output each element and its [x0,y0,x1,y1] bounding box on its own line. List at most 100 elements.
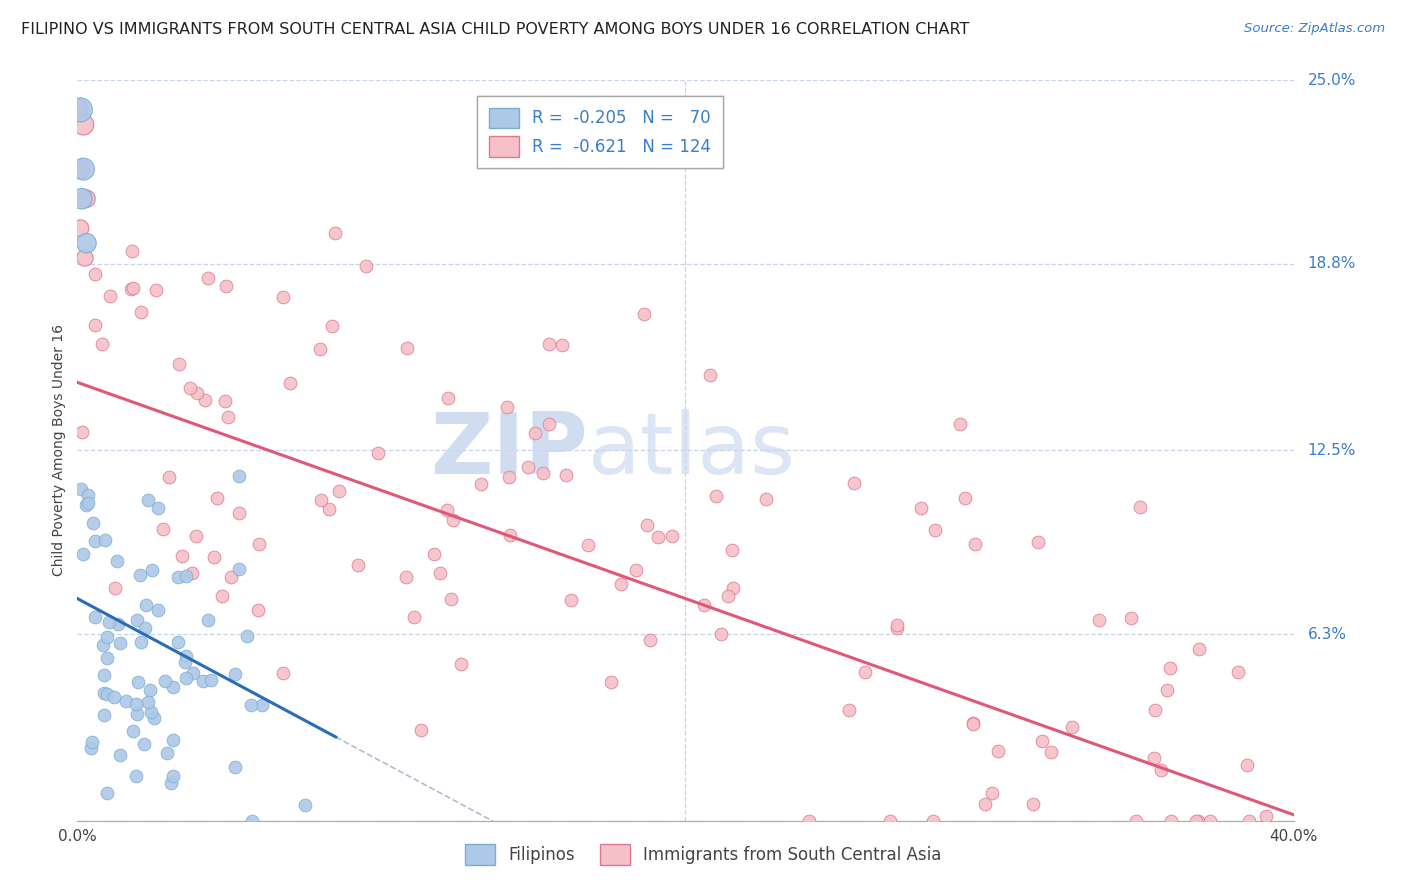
Point [145,283,167,297]
Point [96,651,118,665]
Point [910,501,932,516]
Point [440,592,463,607]
Point [191,674,214,689]
Point [132,737,155,751]
Point [247,537,270,551]
Point [981,786,1004,800]
Point [93,668,115,682]
Point [1119,611,1142,625]
Point [66,103,89,117]
Point [1156,682,1178,697]
Y-axis label: Child Poverty Among Boys Under 16: Child Poverty Among Boys Under 16 [52,325,66,576]
Point [797,814,820,828]
Point [710,627,733,641]
Point [1236,758,1258,772]
Point [842,475,865,490]
Point [80,735,103,749]
Point [73,251,96,265]
Point [1088,613,1111,627]
Point [162,732,184,747]
Legend: R =  -0.205   N =   70, R =  -0.621   N = 124: R = -0.205 N = 70, R = -0.621 N = 124 [478,96,723,169]
Point [294,798,316,813]
Point [136,492,159,507]
Point [278,376,301,390]
Point [498,470,520,484]
Point [114,694,136,708]
Point [167,569,190,583]
Point [84,534,107,549]
Point [174,655,197,669]
Point [531,467,554,481]
Point [853,665,876,679]
Point [122,281,145,295]
Point [146,501,169,516]
Point [146,603,169,617]
Point [236,629,259,643]
Point [228,561,250,575]
Point [107,617,129,632]
Point [139,706,162,720]
Point [121,244,143,258]
Point [96,687,118,701]
Point [228,469,250,483]
Point [633,308,655,322]
Point [1185,814,1208,828]
Point [693,598,716,612]
Point [162,769,184,783]
Point [224,667,246,681]
Point [879,814,901,828]
Point [93,708,115,723]
Point [181,666,204,681]
Point [962,716,984,731]
Point [347,558,370,573]
Point [538,337,561,351]
Point [160,775,183,789]
Point [69,221,91,235]
Text: 6.3%: 6.3% [1308,626,1347,641]
Point [1026,534,1049,549]
Point [1062,721,1084,735]
Point [271,666,294,681]
Point [271,290,294,304]
Point [98,288,121,302]
Point [77,488,100,502]
Point [973,797,995,812]
Point [704,490,727,504]
Point [156,746,179,760]
Point [924,524,946,538]
Point [98,615,121,629]
Point [1150,764,1173,778]
Point [886,621,908,635]
Point [638,632,661,647]
Point [626,563,648,577]
Point [72,547,94,561]
Point [309,342,332,356]
Point [72,162,94,177]
Point [69,162,91,177]
Point [70,425,93,439]
Point [239,698,262,713]
Point [197,271,219,285]
Point [965,537,987,551]
Point [560,593,582,607]
Point [496,400,519,414]
Point [721,542,744,557]
Point [135,598,157,612]
Point [367,446,389,460]
Point [202,549,225,564]
Point [162,680,184,694]
Point [79,741,101,756]
Point [179,381,201,395]
Point [136,695,159,709]
Point [755,492,778,507]
Point [429,566,451,580]
Point [953,491,976,506]
Point [174,671,197,685]
Point [1187,814,1209,828]
Point [1254,809,1277,823]
Point [1040,745,1063,759]
Point [104,581,127,595]
Point [1125,814,1147,828]
Point [197,613,219,627]
Point [647,530,669,544]
